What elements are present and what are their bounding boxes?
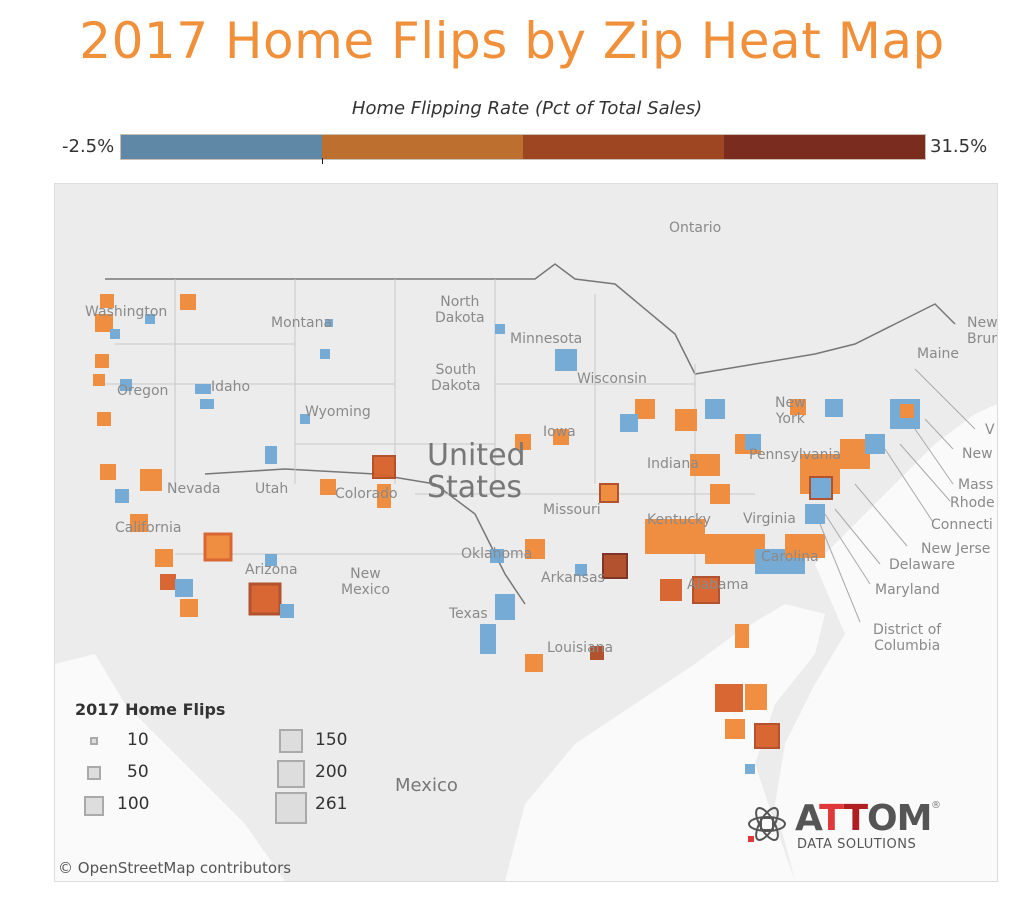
label-united-states-line2: States — [427, 470, 523, 505]
legend-square-200 — [277, 760, 305, 788]
legend-value-200: 200 — [315, 762, 348, 782]
label-nevada: Nevada — [167, 481, 221, 497]
label-united-states-line1: United — [427, 438, 526, 473]
label-new-mexico-line1: New — [350, 566, 381, 582]
label-new-brunswick-line1: New — [967, 315, 998, 331]
colorbar-segment-4 — [724, 135, 925, 159]
label-idaho: Idaho — [211, 379, 251, 395]
label-california: California — [115, 520, 182, 536]
label-united-states: United States — [427, 440, 526, 504]
label-wisconsin: Wisconsin — [577, 371, 647, 387]
label-south-dakota-line1: South — [435, 362, 477, 378]
colorbar-max-label: 31.5% — [930, 136, 988, 157]
label-connecticut: Connecti — [931, 517, 993, 533]
colorbar-segment-3 — [523, 135, 724, 159]
legend-square-261 — [275, 792, 307, 824]
label-new-brunswick: NewBrunsw — [967, 315, 998, 347]
colorbar-title: Home Flipping Rate (Pct of Total Sales) — [351, 98, 703, 119]
label-louisiana: Louisiana — [547, 640, 614, 656]
label-maryland: Maryland — [875, 582, 940, 598]
attom-logo: ATTOM ® DATA SOLUTIONS — [745, 798, 945, 862]
attom-logo-icon — [748, 807, 786, 842]
label-ontario: Ontario — [669, 220, 722, 236]
label-south-dakota-line2: Dakota — [431, 378, 481, 394]
label-new-mexico: New Mexico — [341, 566, 390, 598]
colorbar-zero-tick — [322, 158, 323, 164]
label-dc-line1: District of — [873, 622, 942, 638]
label-maine: Maine — [917, 346, 960, 362]
label-montana: Montana — [271, 315, 333, 331]
label-oklahoma: Oklahoma — [461, 546, 533, 562]
label-vermont: V — [985, 422, 995, 438]
label-district-of-columbia: District of Columbia — [873, 622, 941, 654]
colorbar-segment-2 — [322, 135, 523, 159]
legend-value-10: 10 — [127, 730, 149, 750]
label-arizona: Arizona — [245, 562, 298, 578]
legend-title: 2017 Home Flips — [75, 700, 226, 719]
legend-value-150: 150 — [315, 730, 348, 750]
legend-square-10 — [90, 737, 98, 745]
label-mexico: Mexico — [395, 775, 458, 796]
label-indiana: Indiana — [647, 456, 699, 472]
label-rhode-island: Rhode — [950, 495, 995, 511]
size-legend: 2017 Home Flips 10 50 100 150 200 261 — [75, 700, 375, 830]
label-utah: Utah — [255, 481, 289, 497]
data-points — [93, 294, 920, 774]
label-colorado: Colorado — [335, 486, 398, 502]
label-north-dakota: North Dakota — [435, 294, 485, 326]
legend-value-50: 50 — [127, 762, 149, 782]
legend-value-100: 100 — [117, 794, 150, 814]
label-new-mexico-line2: Mexico — [341, 582, 390, 598]
map-canvas[interactable]: Ontario Washington Oregon Idaho Montana … — [54, 183, 998, 882]
label-new-brunswick-line2: Brunsw — [967, 331, 997, 347]
label-massachusetts: Mass — [958, 477, 994, 493]
label-delaware: Delaware — [889, 557, 955, 573]
attom-logo-subtitle: DATA SOLUTIONS — [797, 837, 917, 852]
registered-mark: ® — [931, 800, 941, 811]
label-new-york-line1: New — [775, 395, 806, 411]
label-arkansas: Arkansas — [541, 570, 605, 586]
label-new-york-line2: York — [775, 411, 805, 427]
label-minnesota: Minnesota — [510, 331, 583, 347]
label-north-dakota-line2: Dakota — [435, 310, 485, 326]
label-pennsylvania: Pennsylvania — [749, 447, 841, 463]
label-kentucky: Kentucky — [647, 512, 711, 528]
label-virginia: Virginia — [743, 511, 796, 527]
label-alabama: Alabama — [687, 577, 749, 593]
page-title: 2017 Home Flips by Zip Heat Map — [79, 12, 945, 70]
attom-logo-wordmark: ATTOM — [795, 798, 932, 839]
label-oregon: Oregon — [117, 383, 169, 399]
label-wyoming: Wyoming — [305, 404, 371, 420]
label-north-dakota-line1: North — [440, 294, 480, 310]
colorbar-min-label: -2.5% — [62, 136, 115, 157]
legend-square-100 — [84, 796, 104, 816]
label-new-york: New York — [775, 395, 806, 427]
label-washington: Washington — [85, 304, 168, 320]
legend-value-261: 261 — [315, 794, 348, 814]
map-basemap — [55, 263, 997, 881]
label-missouri: Missouri — [543, 502, 601, 518]
label-iowa: Iowa — [543, 424, 576, 440]
label-new-hampshire: New — [962, 446, 993, 462]
label-dc-line2: Columbia — [874, 638, 941, 654]
colorbar-segment-1 — [121, 135, 322, 159]
label-north-carolina: Carolina — [761, 549, 819, 565]
label-south-dakota: South Dakota — [431, 362, 481, 394]
label-new-jersey: New Jerse — [921, 541, 991, 557]
colorbar — [120, 134, 926, 160]
osm-credit[interactable]: © OpenStreetMap contributors — [58, 859, 292, 877]
label-texas: Texas — [449, 606, 488, 622]
legend-square-50 — [87, 766, 101, 780]
legend-square-150 — [279, 729, 303, 753]
